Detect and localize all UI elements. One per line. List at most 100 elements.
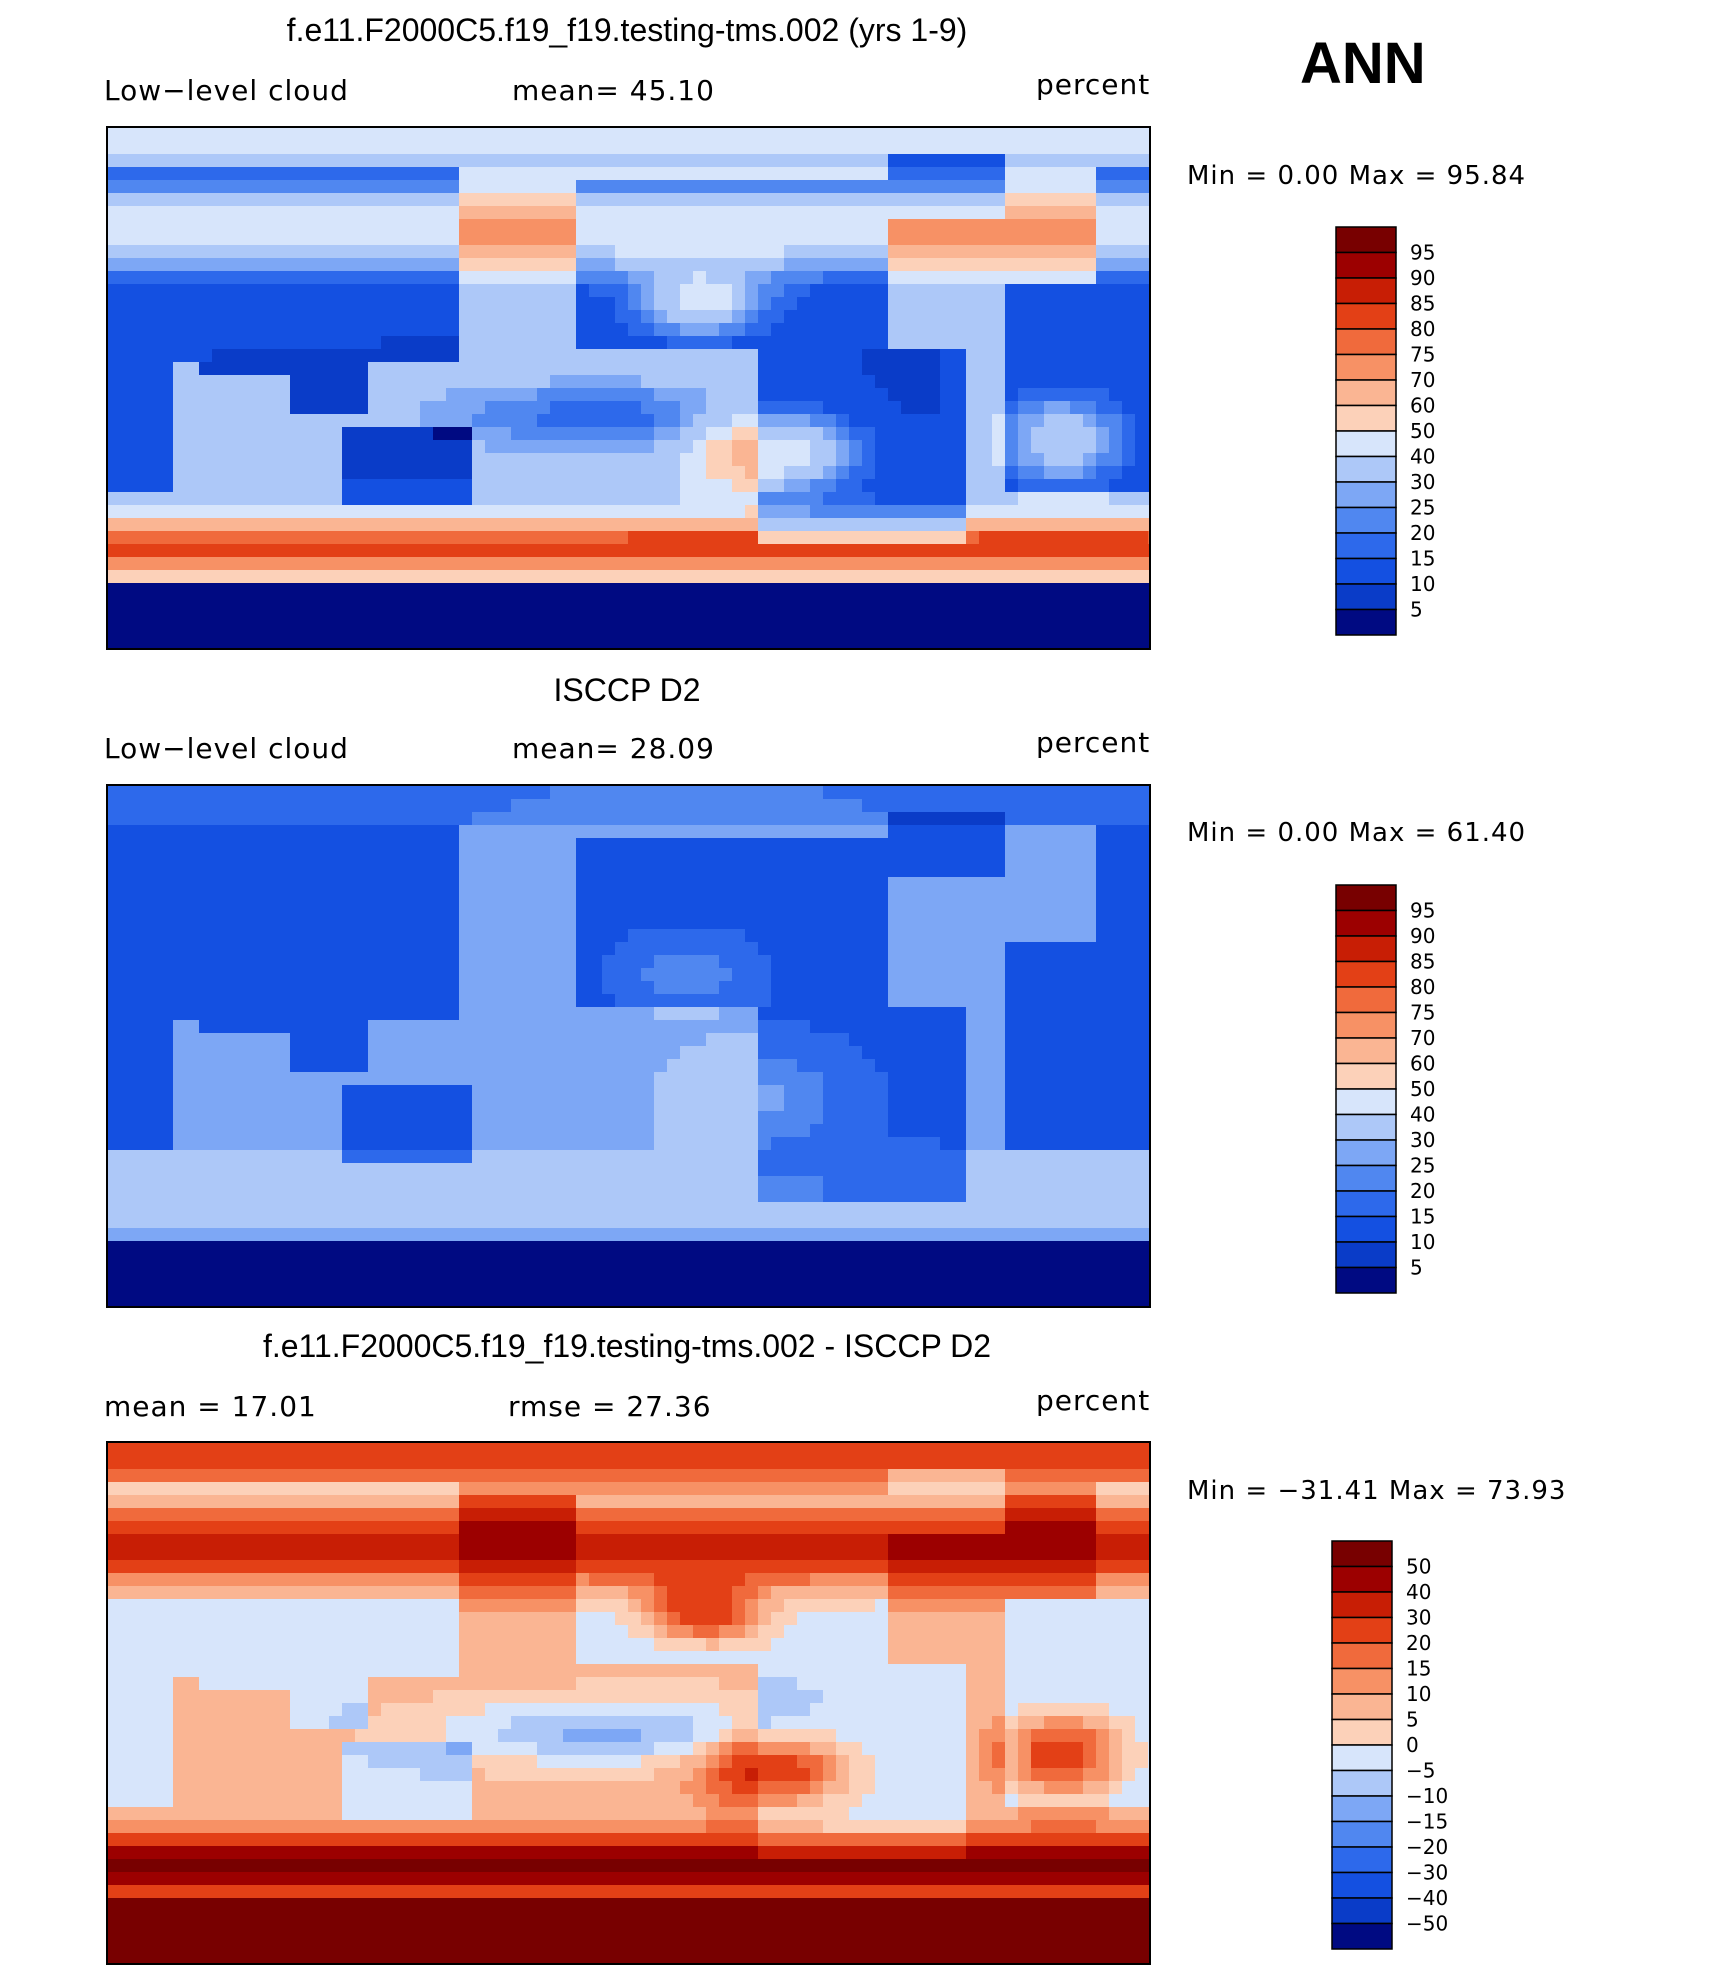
map-cell xyxy=(355,401,369,415)
map-cell xyxy=(498,531,512,545)
map-cell xyxy=(758,323,772,337)
map-cell xyxy=(277,851,291,865)
map-cell xyxy=(329,968,343,982)
map-cell xyxy=(472,180,486,194)
map-cell xyxy=(550,994,564,1008)
map-cell xyxy=(745,141,759,155)
map-cell xyxy=(641,851,655,865)
map-cell xyxy=(745,362,759,376)
map-cell xyxy=(797,570,811,584)
map-cell xyxy=(511,245,525,259)
map-cell xyxy=(121,890,135,904)
map-cell xyxy=(381,890,395,904)
map-cell xyxy=(940,544,954,558)
map-cell xyxy=(407,479,421,493)
map-cell xyxy=(875,1033,889,1047)
map-cell xyxy=(771,505,785,519)
map-cell xyxy=(238,440,252,454)
map-cell xyxy=(459,825,473,839)
map-cell xyxy=(225,994,239,1008)
map-cell xyxy=(732,232,746,246)
map-cell xyxy=(1005,942,1019,956)
map-cell xyxy=(563,916,577,930)
map-cell xyxy=(550,981,564,995)
map-cell xyxy=(797,206,811,220)
map-cell xyxy=(355,297,369,311)
map-cell xyxy=(485,544,499,558)
colorbar-tick-label: 70 xyxy=(1410,368,1435,392)
map-cell xyxy=(290,916,304,930)
map-cell xyxy=(446,128,460,142)
map-cell xyxy=(199,388,213,402)
colorbar-box xyxy=(1335,557,1397,585)
map-cell xyxy=(732,877,746,891)
map-cell xyxy=(667,219,681,233)
map-cell xyxy=(693,154,707,168)
map-cell xyxy=(563,622,577,636)
map-cell xyxy=(420,622,434,636)
map-cell xyxy=(446,180,460,194)
map-cell xyxy=(1044,167,1058,181)
map-cell xyxy=(342,929,356,943)
map-cell xyxy=(550,916,564,930)
map-cell xyxy=(394,916,408,930)
map-cell xyxy=(641,1007,655,1021)
map-cell xyxy=(849,609,863,623)
map-cell xyxy=(1083,128,1097,142)
map-cell xyxy=(459,635,473,648)
map-cell xyxy=(888,981,902,995)
map-cell xyxy=(966,479,980,493)
map-cell xyxy=(524,994,538,1008)
map-cell xyxy=(914,479,928,493)
map-cell xyxy=(537,955,551,969)
map-cell xyxy=(1018,427,1032,441)
map-cell xyxy=(472,531,486,545)
map-cell xyxy=(836,310,850,324)
map-cell xyxy=(836,427,850,441)
map-cell xyxy=(381,154,395,168)
map-cell xyxy=(446,375,460,389)
map-cell xyxy=(1122,544,1136,558)
map-cell xyxy=(1018,799,1032,813)
map-cell xyxy=(940,955,954,969)
map-cell xyxy=(160,193,174,207)
map-cell xyxy=(966,388,980,402)
map-cell xyxy=(589,799,603,813)
map-cell xyxy=(628,362,642,376)
map-cell xyxy=(966,864,980,878)
map-cell xyxy=(1031,968,1045,982)
map-cell xyxy=(771,994,785,1008)
map-cell xyxy=(563,505,577,519)
map-cell xyxy=(1057,890,1071,904)
map-cell xyxy=(342,505,356,519)
map-cell xyxy=(173,799,187,813)
map-cell xyxy=(1148,799,1149,813)
map-cell xyxy=(303,981,317,995)
map-cell xyxy=(862,297,876,311)
map-cell xyxy=(719,942,733,956)
map-cell xyxy=(108,375,122,389)
map-cell xyxy=(992,1033,1006,1047)
map-cell xyxy=(355,1046,369,1060)
map-cell xyxy=(602,492,616,506)
map-cell xyxy=(121,518,135,532)
map-cell xyxy=(680,903,694,917)
map-cell xyxy=(264,466,278,480)
map-cell xyxy=(589,245,603,259)
map-cell xyxy=(147,154,161,168)
map-cell xyxy=(355,583,369,597)
map-cell xyxy=(264,942,278,956)
map-cell xyxy=(979,1033,993,1047)
map-cell xyxy=(628,180,642,194)
map-cell xyxy=(329,206,343,220)
map-cell xyxy=(797,929,811,943)
map-cell xyxy=(550,799,564,813)
map-cell xyxy=(186,323,200,337)
map-cell xyxy=(1135,336,1149,350)
map-cell xyxy=(1005,812,1019,826)
map-cell xyxy=(433,505,447,519)
map-cell xyxy=(342,955,356,969)
map-cell xyxy=(927,336,941,350)
map-cell xyxy=(1096,349,1110,363)
map-cell xyxy=(251,968,265,982)
